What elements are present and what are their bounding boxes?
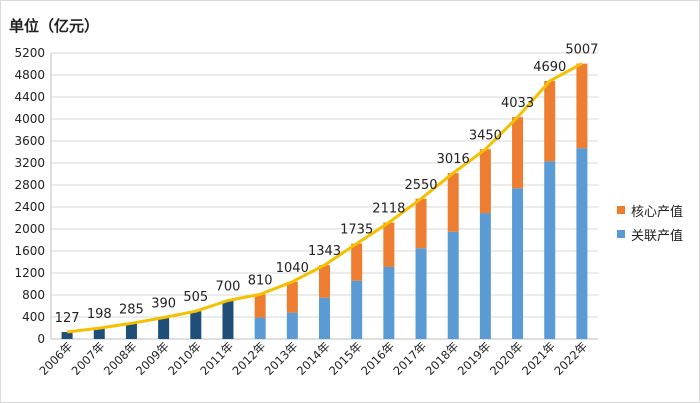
y-tick-label: 5200: [14, 46, 45, 60]
x-tick-label: 2013年: [262, 339, 301, 378]
y-tick-label: 400: [22, 310, 45, 324]
bar-total: [190, 311, 202, 339]
x-tick-label: 2011年: [197, 339, 236, 378]
trend-line: [66, 62, 583, 334]
x-tick-label: 2010年: [165, 339, 204, 378]
data-label-total: 2550: [404, 178, 437, 193]
data-label-total: 198: [87, 307, 112, 322]
bar-core: [576, 63, 588, 149]
bar-core: [286, 281, 298, 313]
bar-core: [479, 149, 491, 214]
bar-total: [158, 317, 170, 339]
bar-related: [383, 266, 395, 339]
data-label-total: 4033: [501, 96, 534, 111]
data-label-total: 285: [119, 302, 144, 317]
x-tick-label: 2007年: [69, 339, 108, 378]
y-tick-label: 3600: [14, 134, 45, 148]
data-label-total: 505: [183, 290, 208, 305]
x-tick-label: 2009年: [133, 339, 172, 378]
y-tick-label: 3200: [14, 156, 45, 170]
data-label-total: 2118: [372, 202, 405, 217]
x-tick-label: 2018年: [423, 339, 462, 378]
data-label-total: 3016: [437, 152, 470, 167]
bar-related: [544, 161, 556, 339]
bar-total: [93, 328, 105, 339]
data-label-total: 1343: [308, 244, 341, 259]
legend-item-related: 关联产值: [617, 222, 683, 246]
x-tick-label: 2020年: [487, 339, 526, 378]
bar-related: [415, 248, 427, 339]
y-tick-label: 1600: [14, 244, 45, 258]
legend-label-related: 关联产值: [631, 228, 684, 244]
data-label-total: 390: [151, 297, 176, 312]
y-tick-label: 2000: [14, 222, 45, 236]
data-label-total: 810: [248, 273, 273, 288]
x-tick-label: 2017年: [390, 339, 429, 378]
bar-related: [351, 280, 363, 339]
legend: 核心产值 关联产值: [617, 198, 683, 246]
legend-item-core: 核心产值: [617, 198, 683, 222]
bar-related: [286, 312, 298, 339]
bar-total: [61, 332, 73, 339]
x-tick-label: 2014年: [294, 339, 333, 378]
bar-related: [447, 231, 459, 339]
bar-related: [512, 188, 524, 339]
bar-core: [319, 265, 330, 298]
y-tick-label: 2800: [14, 178, 45, 192]
data-label-total: 3450: [469, 128, 502, 143]
x-tick-label: 2021年: [519, 339, 558, 378]
data-label-total: 4690: [533, 60, 566, 75]
bar-core: [447, 173, 459, 232]
y-tick-label: 4000: [14, 112, 45, 126]
y-tick-label: 4400: [14, 90, 45, 104]
bar-total: [125, 323, 137, 339]
y-tick-label: 0: [37, 332, 45, 346]
x-tick-label: 2012年: [230, 339, 269, 378]
bar-core: [383, 222, 395, 267]
bar-related: [319, 297, 330, 339]
bar-core: [351, 243, 363, 281]
data-label-total: 1040: [276, 261, 309, 276]
bar-core: [544, 81, 556, 162]
bar-related: [254, 317, 266, 339]
legend-label-core: 核心产值: [631, 204, 684, 220]
bar-core: [415, 198, 427, 249]
y-tick-label: 4800: [14, 68, 45, 82]
unit-label: 单位（亿元）: [9, 17, 100, 35]
x-tick-label: 2015年: [326, 339, 365, 378]
bar-related: [479, 213, 491, 339]
bar-core: [512, 117, 524, 189]
x-tick-label: 2016年: [358, 339, 397, 378]
y-tick-label: 2400: [14, 200, 45, 214]
x-tick-label: 2008年: [101, 339, 140, 378]
y-tick-label: 800: [22, 288, 45, 302]
data-label-total: 127: [55, 311, 80, 326]
bar-core: [254, 294, 266, 318]
legend-swatch-core: [617, 206, 625, 214]
legend-swatch-related: [617, 230, 625, 238]
data-label-total: 700: [216, 280, 241, 295]
x-tick-label: 2022年: [551, 339, 590, 378]
x-tick-label: 2019年: [455, 339, 494, 378]
data-label-total: 5007: [565, 43, 598, 58]
y-tick-label: 1200: [14, 266, 45, 280]
bar-total: [222, 300, 234, 339]
bar-related: [576, 148, 588, 339]
data-label-total: 1735: [340, 223, 373, 238]
